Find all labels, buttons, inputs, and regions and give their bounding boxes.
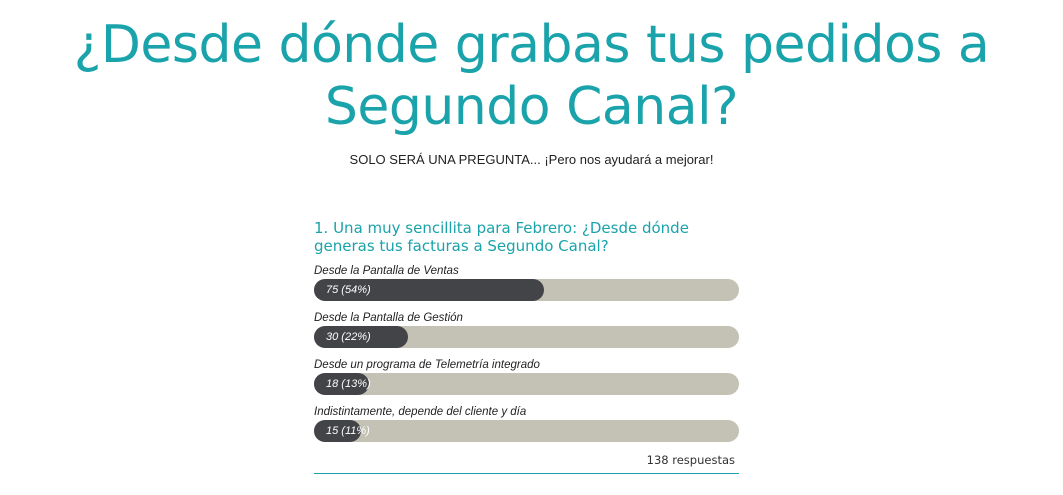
poll-question: 1. Una muy sencillita para Febrero: ¿Des… bbox=[314, 219, 689, 255]
poll: 1. Una muy sencillita para Febrero: ¿Des… bbox=[314, 219, 739, 452]
poll-option-label: Indistintamente, depende del cliente y d… bbox=[314, 406, 527, 418]
poll-option-indistintamente[interactable]: Indistintamente, depende del cliente y d… bbox=[314, 405, 739, 452]
page-subtitle: SOLO SERÁ UNA PREGUNTA... ¡Pero nos ayud… bbox=[349, 152, 714, 167]
poll-result-bar-fill bbox=[314, 420, 361, 442]
poll-result-value: 18 (13%) bbox=[326, 378, 371, 390]
poll-option-label: Desde la Pantalla de Gestión bbox=[314, 312, 463, 324]
poll-option-telemetria[interactable]: Desde un programa de Telemetría integrad… bbox=[314, 358, 739, 405]
page-title-line-2: Segundo Canal? bbox=[324, 77, 739, 137]
poll-result-bar-fill bbox=[314, 373, 370, 395]
poll-result-bar-fill bbox=[314, 326, 408, 348]
page-title: ¿Desde dónde grabas tus pedidos a Segund… bbox=[0, 14, 1063, 138]
poll-option-label: Desde la Pantalla de Ventas bbox=[314, 265, 459, 277]
poll-divider bbox=[314, 473, 739, 474]
poll-option-pantalla-gestion[interactable]: Desde la Pantalla de Gestión 30 (22%) bbox=[314, 311, 739, 358]
poll-result-value: 15 (11%) bbox=[326, 425, 370, 437]
poll-result-value: 75 (54%) bbox=[326, 284, 371, 296]
page-title-line-1: ¿Desde dónde grabas tus pedidos a bbox=[73, 15, 990, 75]
poll-option-pantalla-ventas[interactable]: Desde la Pantalla de Ventas 75 (54%) bbox=[314, 264, 739, 311]
poll-option-label: Desde un programa de Telemetría integrad… bbox=[314, 359, 540, 371]
poll-result-bar[interactable]: 18 (13%) bbox=[314, 373, 739, 395]
poll-result-bar-fill bbox=[314, 279, 544, 301]
poll-result-bar[interactable]: 30 (22%) bbox=[314, 326, 739, 348]
poll-result-bar[interactable]: 15 (11%) bbox=[314, 420, 739, 442]
poll-total-responses: 138 respuestas bbox=[646, 453, 735, 467]
poll-result-bar[interactable]: 75 (54%) bbox=[314, 279, 739, 301]
poll-result-value: 30 (22%) bbox=[326, 331, 371, 343]
